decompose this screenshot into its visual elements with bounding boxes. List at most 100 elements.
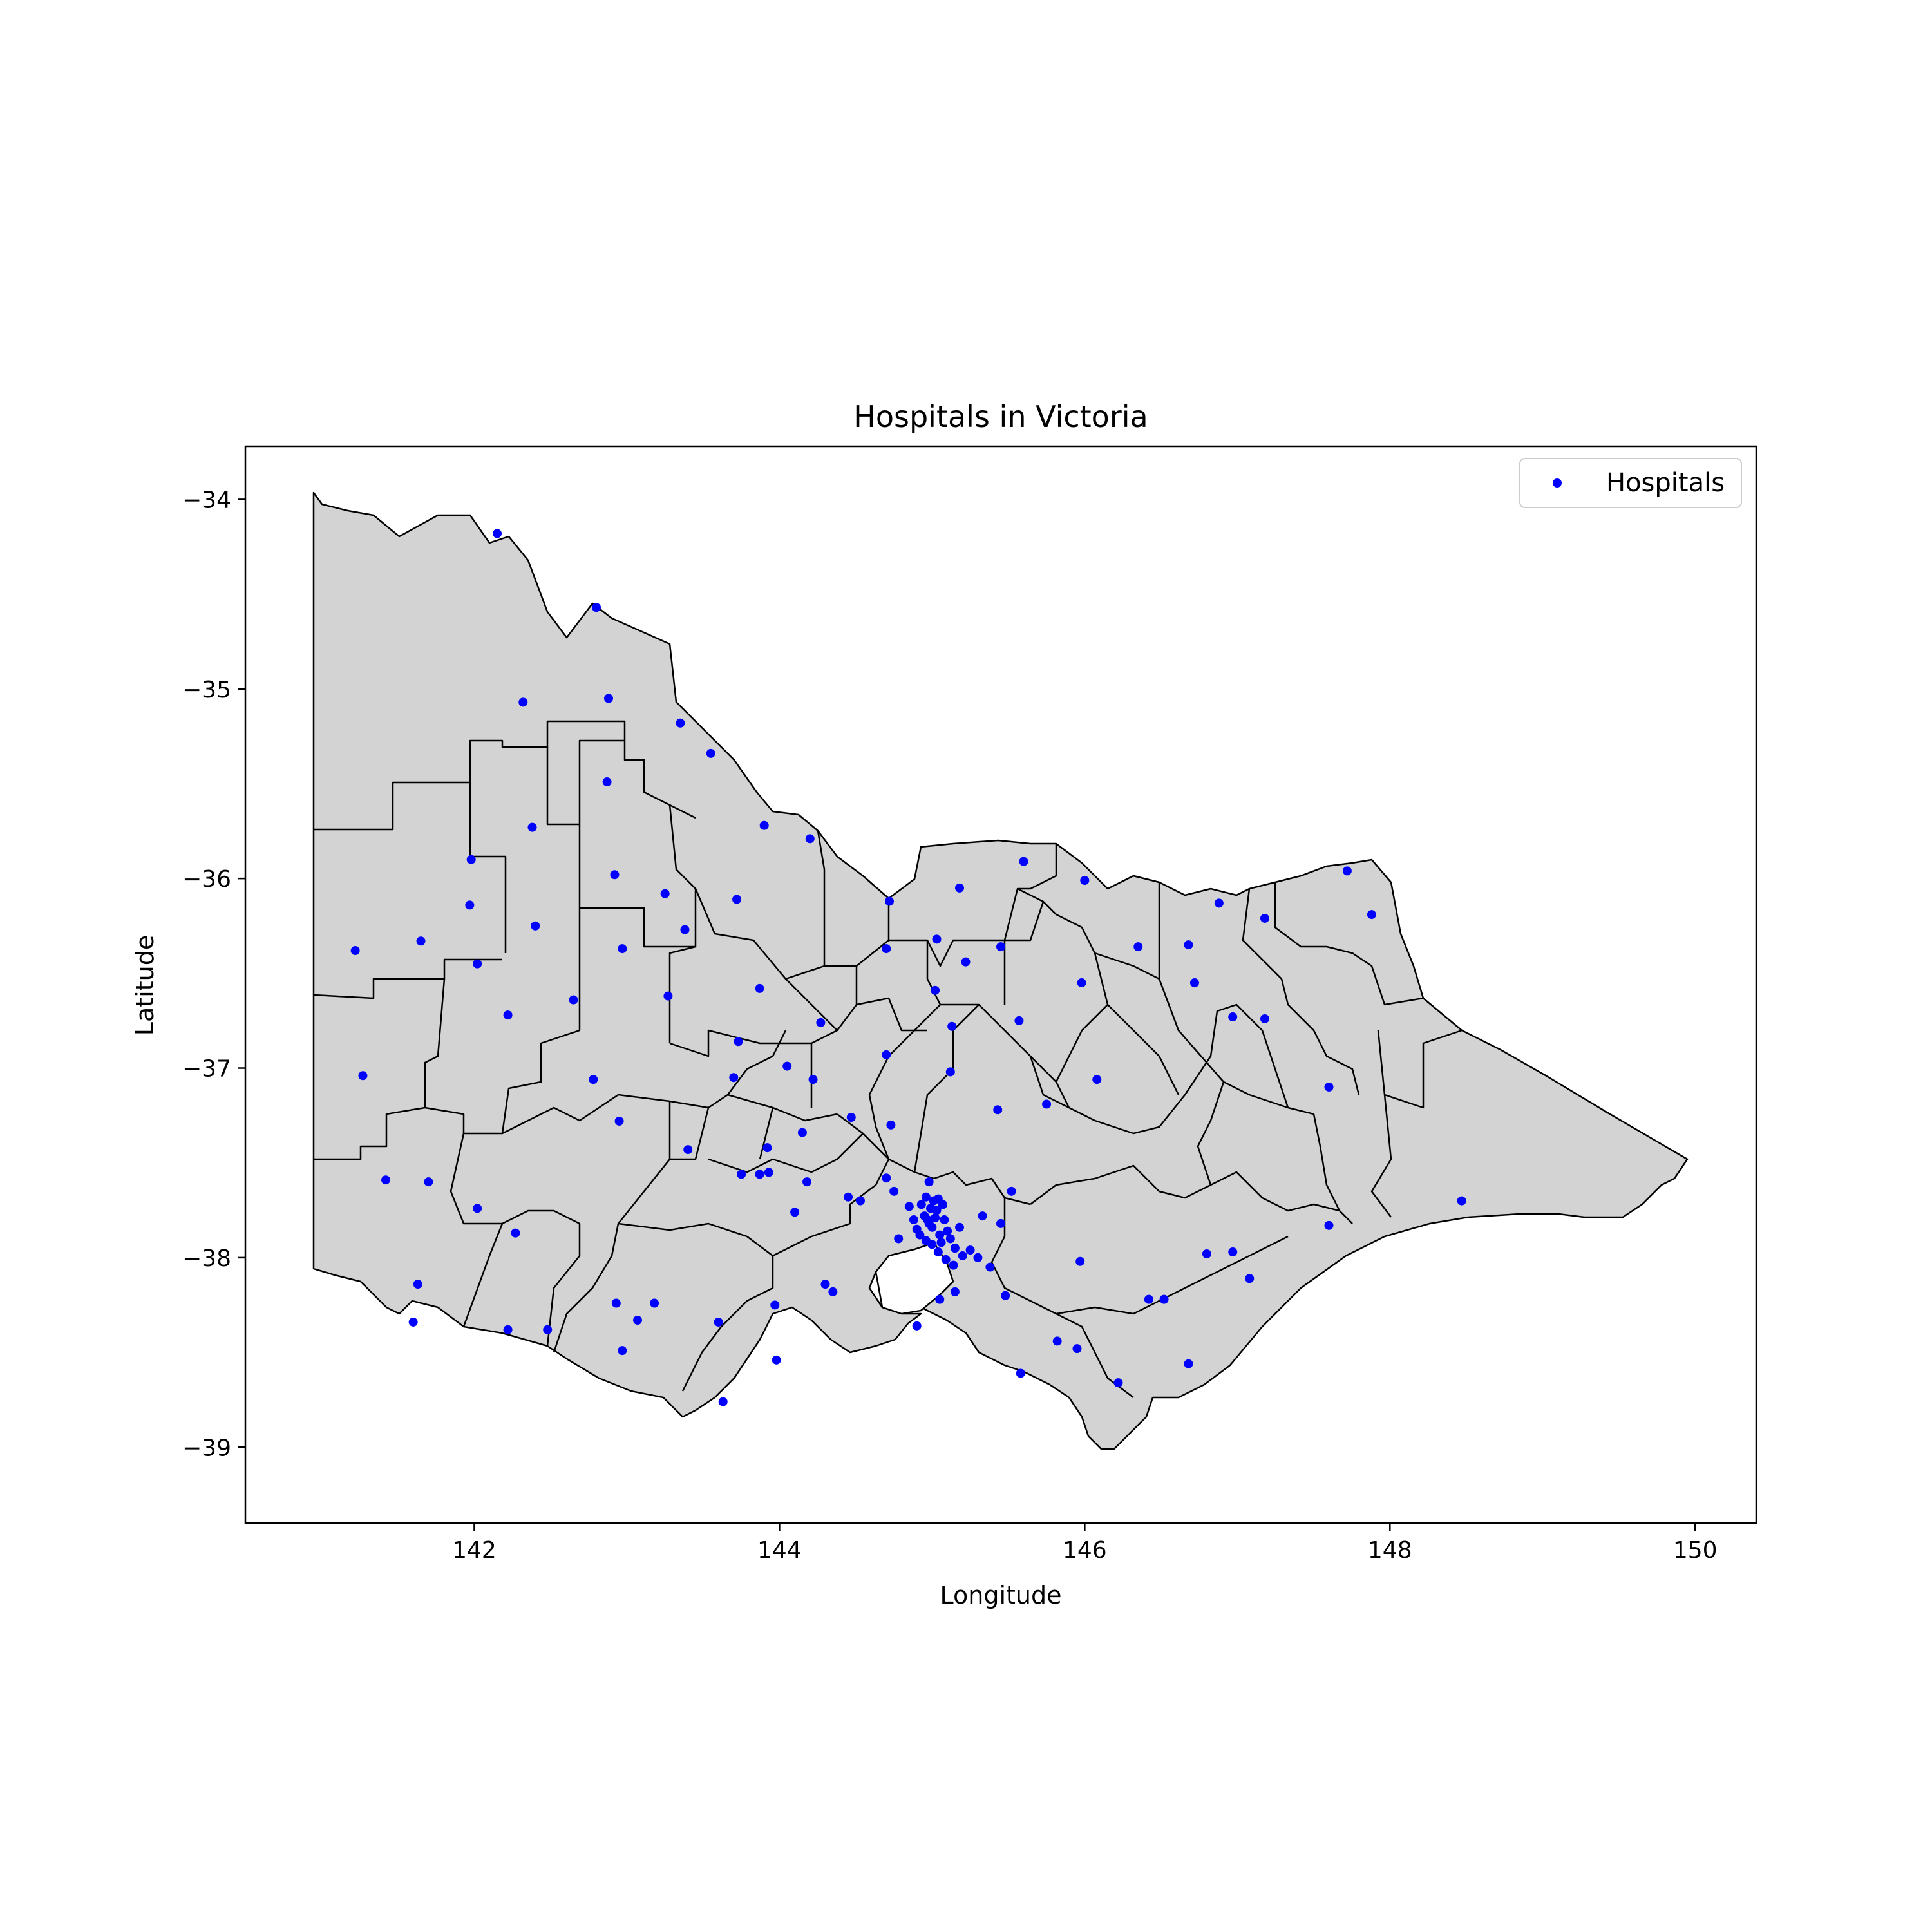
hospital-point — [473, 1204, 482, 1213]
legend-marker — [1553, 478, 1562, 488]
hospital-point — [945, 1234, 955, 1244]
hospital-point — [465, 900, 475, 910]
hospital-point — [1184, 940, 1193, 950]
hospital-point — [676, 718, 685, 728]
hospital-point — [592, 603, 601, 612]
hospital-point — [1077, 978, 1086, 988]
hospital-point — [909, 1215, 918, 1225]
hospital-point — [1092, 1075, 1102, 1084]
hospital-point — [894, 1234, 904, 1244]
hospital-point — [416, 936, 426, 946]
y-tick-label: −37 — [182, 1056, 231, 1083]
hospital-point — [1228, 1247, 1238, 1257]
hospital-point — [1189, 978, 1199, 988]
hospital-point — [764, 1168, 773, 1177]
hospital-point — [1007, 1186, 1016, 1196]
hospital-point — [782, 1061, 792, 1071]
hospital-point — [663, 991, 673, 1001]
hospital-point — [1324, 1082, 1334, 1092]
hospital-point — [940, 1215, 949, 1225]
hospital-point — [618, 944, 627, 954]
hospital-point — [569, 995, 578, 1005]
hospital-point — [916, 1200, 926, 1209]
hospital-point — [1133, 942, 1143, 952]
hospital-point — [958, 1251, 967, 1260]
hospital-point — [1080, 876, 1090, 886]
hospital-point — [950, 1287, 960, 1296]
hospital-point — [614, 1116, 624, 1126]
hospital-point — [973, 1253, 983, 1262]
hospital-point — [618, 1346, 627, 1356]
hospital-point — [927, 1222, 937, 1232]
lga-boundaries — [313, 720, 1463, 1398]
hospital-point — [531, 921, 540, 931]
x-axis-label: Longitude — [940, 1581, 1062, 1609]
hospital-point — [650, 1298, 659, 1308]
hospital-point — [1245, 1274, 1255, 1283]
hospital-point — [734, 1037, 743, 1046]
hospital-point — [683, 1145, 693, 1155]
hospital-point — [808, 1075, 818, 1084]
hospital-point — [1072, 1344, 1082, 1354]
hospital-point — [993, 1105, 1003, 1115]
hospital-point — [408, 1317, 418, 1327]
x-tick-label: 150 — [1673, 1537, 1718, 1564]
hospital-point — [882, 944, 891, 954]
hospital-point — [996, 942, 1005, 952]
hospital-point — [978, 1211, 987, 1221]
hospital-point — [1260, 1014, 1269, 1023]
hospital-point — [1144, 1294, 1153, 1304]
hospital-point — [961, 957, 971, 967]
hospital-point — [543, 1325, 553, 1334]
hospital-point — [938, 1200, 947, 1209]
hospital-point — [1159, 1294, 1169, 1304]
chart-title: Hospitals in Victoria — [853, 399, 1148, 434]
victoria-map — [312, 491, 1689, 1450]
hospital-point — [527, 822, 537, 832]
hospital-point — [882, 1050, 891, 1059]
hospital-point — [732, 895, 742, 904]
hospital-point — [759, 820, 769, 830]
hospital-point — [924, 1177, 934, 1187]
hospital-point — [1260, 913, 1269, 923]
x-tick-label: 148 — [1368, 1537, 1412, 1564]
hospital-point — [915, 1230, 925, 1240]
hospital-point — [1214, 898, 1224, 908]
hospital-point — [1075, 1256, 1085, 1266]
hospital-point — [755, 983, 764, 993]
hospital-point — [660, 889, 670, 898]
hospital-point — [955, 883, 965, 893]
x-tick-label: 146 — [1063, 1537, 1107, 1564]
hospital-point — [413, 1280, 422, 1289]
hospital-point — [927, 1240, 937, 1249]
legend: Hospitals — [1519, 458, 1742, 508]
hospital-point — [820, 1280, 830, 1289]
hospital-point — [714, 1317, 723, 1327]
hospital-point — [912, 1321, 922, 1331]
hospital-point — [802, 1177, 812, 1187]
hospital-point — [846, 1113, 856, 1122]
hospital-point — [1228, 1012, 1238, 1022]
hospital-point — [1052, 1336, 1062, 1346]
hospital-point — [925, 1204, 935, 1213]
hospital-point — [985, 1262, 995, 1272]
legend-frame — [1519, 458, 1742, 508]
y-tick-label: −34 — [182, 487, 231, 513]
hospital-point — [424, 1177, 433, 1187]
hospital-point — [1014, 1016, 1024, 1025]
hospital-point — [706, 748, 715, 758]
hospital-point — [943, 1226, 952, 1236]
hospital-point — [904, 1202, 914, 1211]
hospital-point — [921, 1192, 931, 1202]
port-phillip-bay — [875, 1242, 954, 1315]
hospital-point — [466, 855, 476, 864]
hospital-point — [996, 1218, 1005, 1228]
hospital-point — [965, 1245, 975, 1255]
hospital-point — [931, 985, 940, 995]
hospital-point — [790, 1208, 800, 1217]
hospital-point — [828, 1287, 838, 1296]
x-tick-label: 142 — [452, 1537, 497, 1564]
hospital-point — [935, 1230, 945, 1240]
hospital-point — [805, 834, 815, 844]
hospital-point — [1019, 857, 1028, 866]
